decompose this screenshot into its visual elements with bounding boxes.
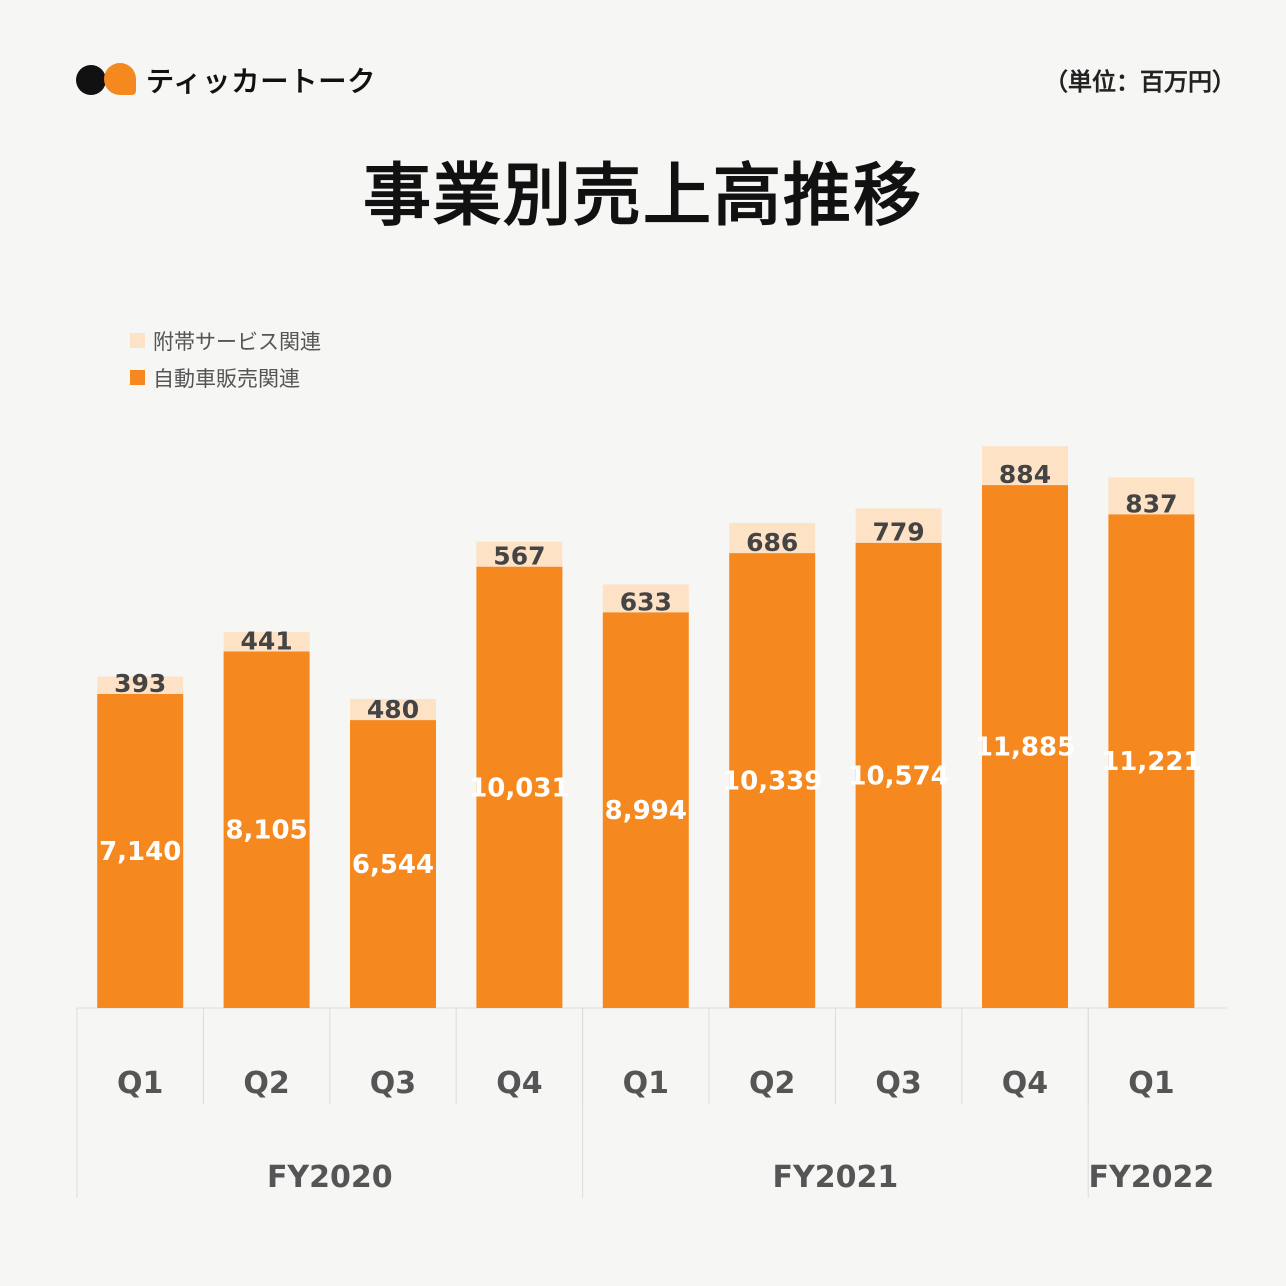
bar-ancillary-services	[223, 631, 310, 652]
x-tick-label: Q1	[1128, 1066, 1174, 1101]
data-label-service: 837	[1125, 489, 1177, 518]
legend-label: 自動車販売関連	[153, 366, 300, 391]
unit-label: （単位：百万円）	[1044, 68, 1236, 96]
bar-ancillary-services	[476, 541, 563, 567]
x-tick-label: Q1	[117, 1066, 163, 1101]
legend-label: 附帯サービス関連	[153, 329, 321, 354]
x-group-label: FY2022	[1089, 1160, 1215, 1195]
data-label-service: 567	[493, 542, 545, 571]
data-label-service: 393	[114, 669, 166, 698]
bar-vehicle-sales	[350, 720, 436, 1008]
data-label-service: 441	[241, 626, 293, 655]
data-label-service: 480	[367, 695, 419, 724]
bar-ancillary-services	[729, 522, 816, 554]
bar-vehicle-sales	[1108, 514, 1195, 1008]
x-group-label: FY2021	[773, 1160, 899, 1195]
legend: 附帯サービス関連 自動車販売関連	[130, 322, 321, 396]
legend-swatch	[130, 370, 145, 385]
legend-item-service: 附帯サービス関連	[130, 322, 321, 359]
brand-logo: ティッカートーク	[76, 60, 376, 100]
chart-title: 事業別売上高推移	[362, 157, 923, 236]
data-label-service: 686	[746, 528, 798, 557]
data-label-service: 884	[999, 460, 1051, 489]
bar-vehicle-sales	[982, 485, 1068, 1008]
legend-item-vehicle: 自動車販売関連	[130, 359, 321, 396]
data-label-vehicle: 10,339	[722, 767, 822, 797]
data-label-service: 633	[620, 587, 672, 616]
bar-ancillary-services	[602, 584, 689, 613]
bar-ancillary-services	[982, 446, 1068, 486]
bar-ancillary-services	[855, 508, 942, 543]
bar-vehicle-sales	[729, 553, 816, 1008]
data-label-vehicle: 8,994	[605, 796, 687, 826]
bar-vehicle-sales	[855, 542, 942, 1008]
bar-vehicle-sales	[223, 651, 310, 1008]
data-label-vehicle: 10,031	[469, 773, 569, 803]
speech-bubble-icon	[76, 63, 136, 97]
brand-name: ティッカートーク	[146, 65, 377, 98]
data-label-vehicle: 7,140	[99, 837, 181, 867]
bar-ancillary-services	[97, 676, 184, 694]
bar-vehicle-sales	[97, 693, 184, 1008]
x-tick-label: Q1	[623, 1066, 669, 1101]
legend-swatch	[130, 333, 145, 348]
data-label-service: 779	[873, 518, 925, 547]
x-tick-label: Q2	[243, 1066, 289, 1101]
x-tick-label: Q4	[496, 1066, 542, 1101]
x-tick-label: Q2	[749, 1066, 795, 1101]
bar-ancillary-services	[350, 698, 436, 721]
x-tick-label: Q3	[875, 1066, 921, 1101]
bar-ancillary-services	[1108, 477, 1195, 515]
data-label-vehicle: 8,105	[225, 816, 307, 846]
x-tick-label: Q4	[1002, 1066, 1048, 1101]
data-label-vehicle: 11,221	[1101, 747, 1201, 777]
bar-vehicle-sales	[602, 612, 689, 1008]
data-label-vehicle: 6,544	[352, 850, 434, 880]
data-label-vehicle: 11,885	[975, 733, 1075, 763]
x-tick-label: Q3	[370, 1066, 416, 1101]
x-group-label: FY2020	[267, 1160, 393, 1195]
data-label-vehicle: 10,574	[848, 761, 948, 791]
bar-vehicle-sales	[476, 566, 563, 1008]
